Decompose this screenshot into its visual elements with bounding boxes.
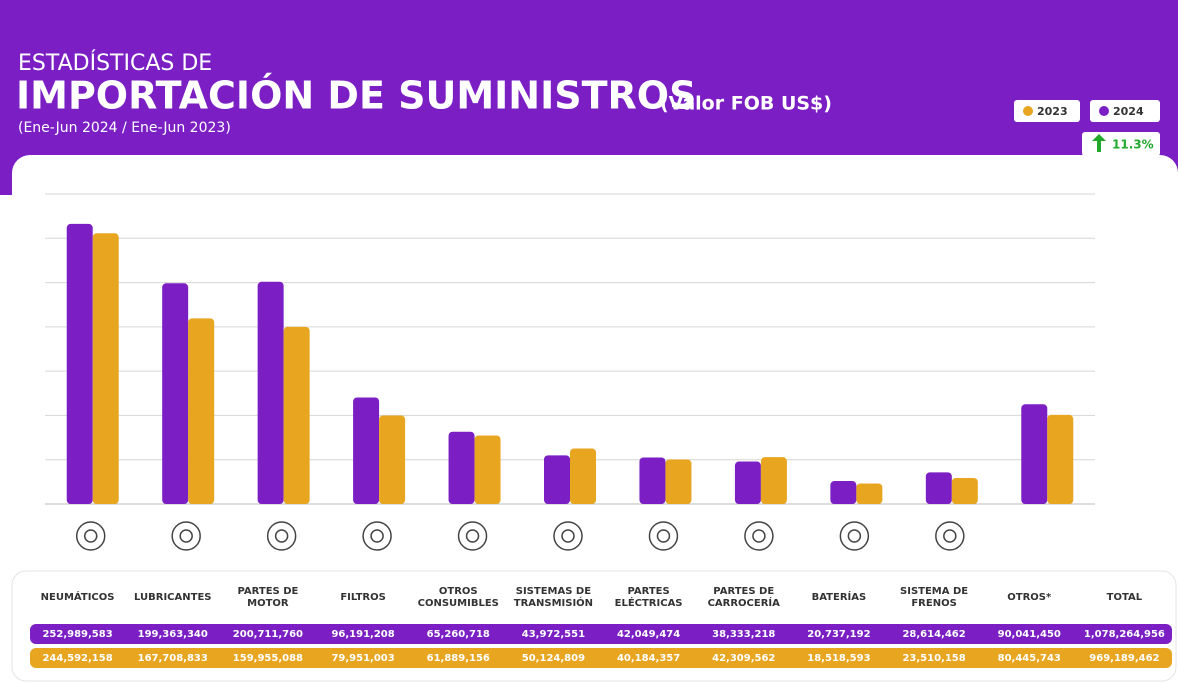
category-icon	[171, 521, 201, 551]
table-header-row: NEUMÁTICOS LUBRICANTES PARTES DE MOTOR FILT…	[30, 576, 1172, 620]
bar	[856, 483, 883, 504]
bar	[665, 459, 692, 504]
category-icon	[744, 521, 774, 551]
bar	[570, 448, 596, 504]
total-cell: 1,078,264,956	[1083, 628, 1165, 640]
value-cell: 28,614,462	[902, 628, 966, 640]
legend-label: 2023	[1037, 105, 1068, 118]
legend-swatch	[1023, 106, 1033, 116]
category-icon	[648, 521, 679, 551]
column-header: SISTEMA DE FRENOS	[900, 586, 969, 609]
bar	[830, 481, 857, 504]
table-value-row: 252,989,583 199,363,340 200,711,760 96,191,…	[30, 624, 1172, 644]
value-cell: 96,191,208	[331, 628, 395, 640]
bar	[1047, 414, 1074, 504]
bar	[92, 233, 119, 504]
category-icon	[457, 521, 488, 551]
bar	[544, 455, 570, 504]
value-cell: 167,708,833	[137, 652, 208, 664]
category-icon	[266, 521, 297, 551]
bar	[188, 318, 215, 504]
bar	[162, 283, 189, 504]
value-cell: 65,260,718	[426, 628, 490, 640]
column-header: PARTES ELÉCTRICAS	[614, 586, 683, 609]
column-header: LUBRICANTES	[134, 592, 212, 603]
value-cell: 199,363,340	[137, 628, 208, 640]
legend-label: 2024	[1113, 105, 1144, 118]
total-cell: 969,189,462	[1089, 652, 1160, 664]
bar	[925, 472, 952, 504]
table-value-row: 244,592,158 167,708,833 159,955,088 79,951,…	[30, 648, 1172, 668]
column-header: PARTES DE MOTOR	[237, 586, 299, 609]
bar	[353, 397, 380, 504]
column-header: BATERÍAS	[811, 592, 867, 603]
legend-box	[1090, 100, 1160, 122]
legend-swatch	[1099, 106, 1109, 116]
value-cell: 200,711,760	[232, 628, 304, 640]
value-cell: 252,989,583	[42, 628, 113, 640]
value-cell: 80,445,743	[997, 652, 1061, 664]
value-cell: 61,889,156	[426, 652, 490, 664]
value-cell: 159,955,088	[232, 652, 304, 664]
column-header: OTROS*	[1007, 592, 1052, 603]
bar	[734, 461, 761, 504]
category-icon	[839, 521, 870, 551]
value-cell: 18,518,593	[807, 652, 871, 664]
bar	[639, 457, 666, 504]
bar	[760, 457, 787, 504]
category-icon	[553, 521, 583, 551]
category-icon	[274, 529, 289, 543]
bar	[448, 431, 475, 504]
value-cell: 40,184,357	[616, 652, 681, 664]
category-icon	[752, 529, 766, 543]
category-icon	[847, 529, 862, 543]
value-cell: 42,049,474	[616, 628, 681, 640]
value-cell: 38,333,218	[712, 628, 776, 640]
up-arrow	[1092, 134, 1106, 152]
category-icon	[362, 521, 392, 551]
subtitle: (Ene-Jun 2024 / Ene-Jun 2023)	[18, 120, 231, 136]
value-cell: 42,309,562	[712, 652, 776, 664]
column-header: SISTEMAS DE TRANSMISIÓN	[513, 586, 594, 609]
value-cell: 50,124,809	[521, 652, 586, 664]
bar	[283, 326, 310, 504]
category-icon	[656, 529, 671, 543]
change-annotation: 11.3%	[1112, 138, 1154, 152]
category-icon	[465, 529, 480, 543]
category-icon	[370, 529, 384, 543]
title-line1: ESTADÍSTICAS DE	[18, 50, 212, 76]
data-table: NEUMÁTICOS LUBRICANTES PARTES DE MOTOR FILT…	[30, 576, 1172, 668]
chart-title: IMPORTACIÓN DE SUMINISTROS	[16, 74, 696, 118]
value-cell: 90,041,450	[997, 628, 1061, 640]
value-cell: 43,972,551	[521, 628, 586, 640]
unit-note: (Valor FOB US$)	[660, 93, 832, 115]
column-header: NEUMÁTICOS	[40, 592, 115, 603]
legend-box	[1014, 100, 1080, 122]
column-header: OTROS CONSUMIBLES	[417, 586, 499, 609]
category-icon	[179, 529, 193, 543]
bar	[474, 435, 501, 504]
value-cell: 79,951,003	[331, 652, 395, 664]
category-icon	[561, 529, 575, 543]
column-header: FILTROS	[340, 592, 386, 603]
category-icon	[935, 521, 965, 551]
bar	[257, 281, 284, 504]
category-icon	[83, 529, 98, 543]
bar	[951, 477, 978, 504]
column-header: PARTES DE CARROCERÍA	[707, 586, 780, 609]
bar	[379, 415, 406, 504]
column-header: TOTAL	[1106, 592, 1143, 603]
value-cell: 23,510,158	[902, 652, 966, 664]
bar	[1021, 404, 1048, 504]
category-icon	[943, 529, 957, 543]
bar	[66, 223, 93, 504]
category-icon	[75, 521, 106, 551]
value-cell: 244,592,158	[42, 652, 113, 664]
value-cell: 20,737,192	[807, 628, 871, 640]
